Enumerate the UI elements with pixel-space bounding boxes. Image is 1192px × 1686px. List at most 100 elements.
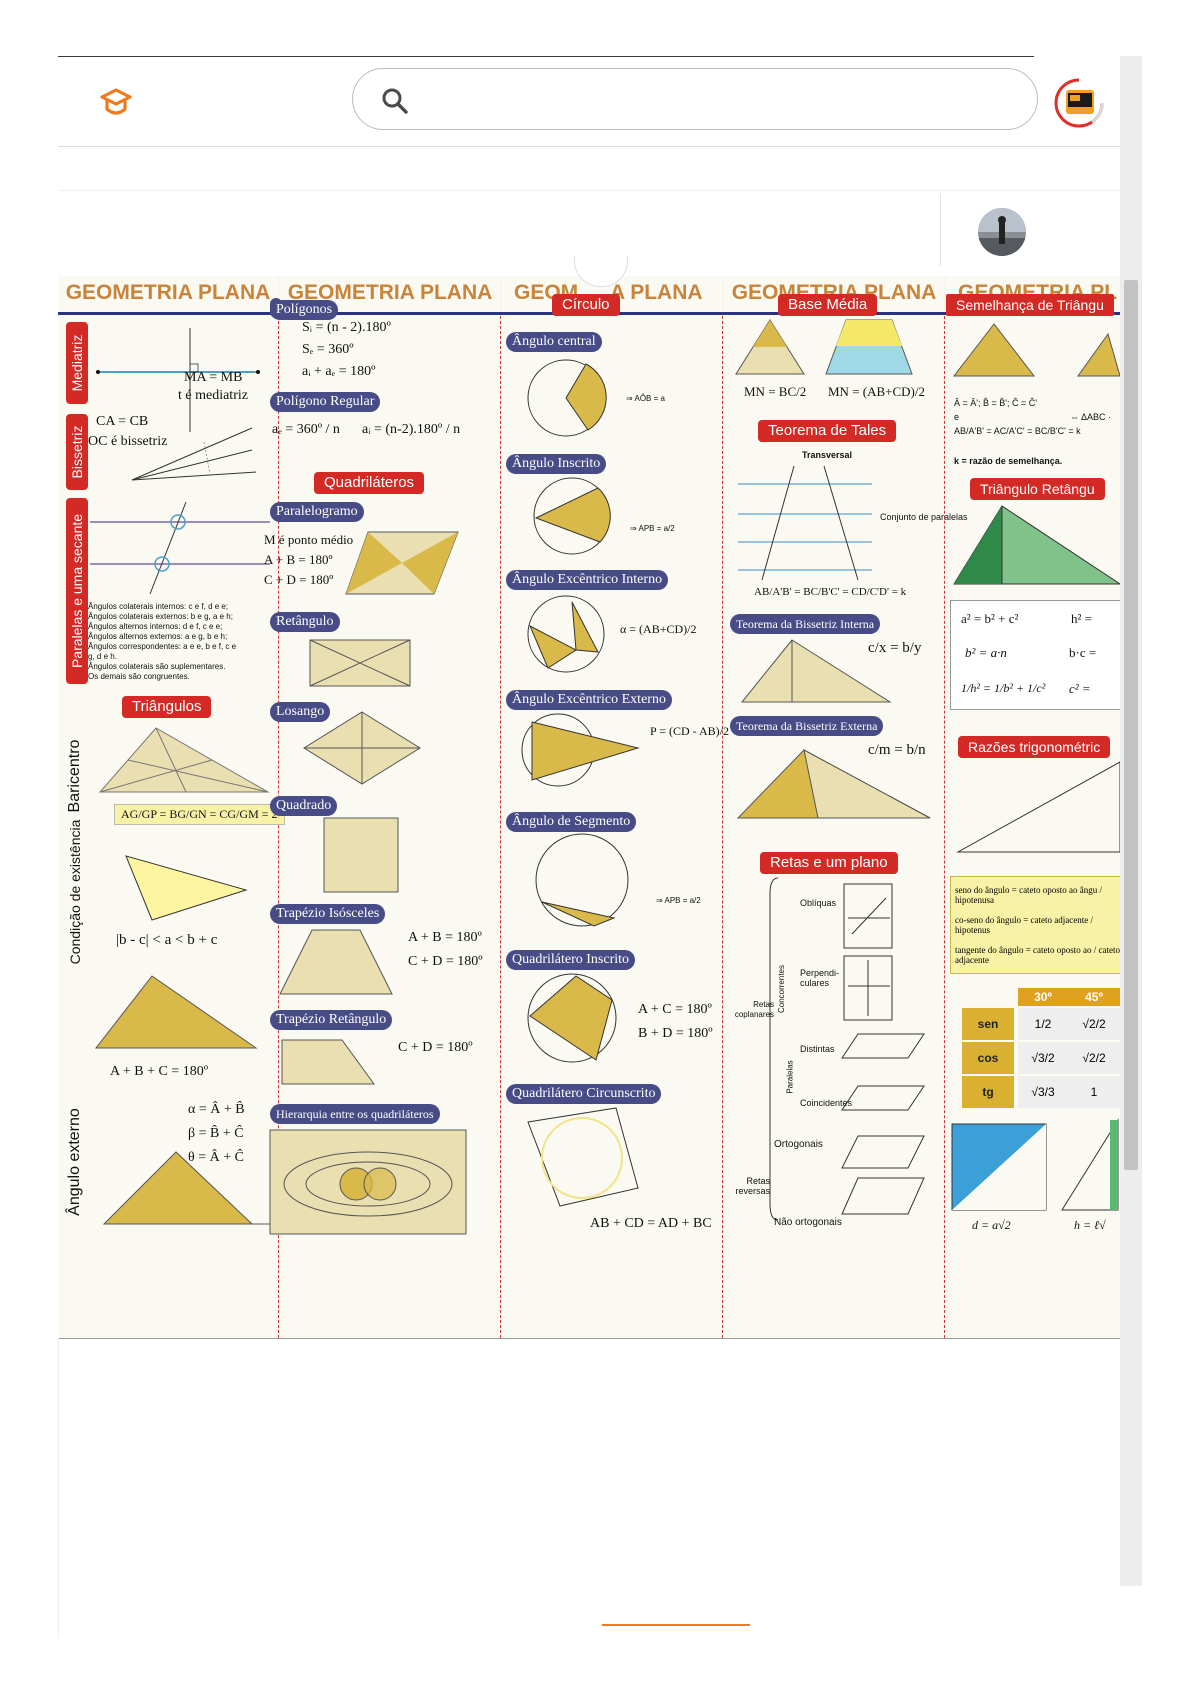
central-formula: ⇒ AÔB = a <box>626 394 665 403</box>
section-semelhanca: Semelhança de Triângu <box>946 294 1114 316</box>
section-razoes: Razões trigonométric <box>958 736 1111 758</box>
search-bar[interactable] <box>352 68 1038 130</box>
retas-label: Ortogonais <box>774 1139 823 1150</box>
trap-iso-formula: A + B = 180º <box>408 930 482 945</box>
appbar-divider <box>58 146 1142 147</box>
pill-retangulo: Retângulo <box>270 612 340 632</box>
column-3: GEOM A PLANA <box>502 276 722 1338</box>
cosseno-formula: co-seno do ângulo = cateto adjacente / h… <box>955 915 1094 935</box>
column-title: GEOMETRIA PLANA <box>287 281 493 304</box>
reg-formula: aₑ = 360º / n <box>272 422 340 437</box>
scrollbar-thumb[interactable] <box>1124 280 1138 1170</box>
angulo-segmento-diagram <box>535 833 629 927</box>
baricentro-diagram <box>98 727 270 793</box>
retas-label: Concorrentes <box>777 964 787 1014</box>
pill-losango: Losango <box>270 702 331 722</box>
bissetriz-externa-diagram <box>736 749 931 819</box>
soma-angulos-triangle <box>94 975 258 1049</box>
bis-ext-formula: c/m = b/n <box>868 742 926 758</box>
label-baricentro: Baricentro <box>66 739 83 813</box>
trapezio-retangulo-diagram <box>281 1039 375 1085</box>
profile-avatar[interactable] <box>1052 76 1106 130</box>
trig-table: 30º 45º sen 1/2 √2/2 cos √3/2 √2/2 tg √3… <box>962 988 1120 1108</box>
exc-ext-formula: P = (CD - AB)/2 <box>650 724 729 738</box>
bissetriz-interna-diagram <box>740 639 892 703</box>
trap-iso-formula: C + D = 180º <box>408 954 483 969</box>
retas-label: Coincidentes <box>800 1098 853 1108</box>
author-avatar[interactable] <box>978 208 1026 256</box>
pill-angulo-central: Ângulo central <box>506 332 602 352</box>
poly-formula: Sₑ = 360º <box>302 342 354 357</box>
table-row-label: sen <box>962 1008 1014 1040</box>
column-separator <box>500 316 501 1338</box>
conjunto-label: Conjunto de paralelas <box>880 512 968 522</box>
ma-mb-formula: MA = MB <box>184 370 243 385</box>
diag-formula: d = a√2 <box>972 1218 1011 1232</box>
retas-label: Oblíquas <box>800 898 837 908</box>
pill-quad-circunscrito: Quadrilátero Circunscrito <box>506 1084 662 1104</box>
transversal-label: Transversal <box>802 450 853 460</box>
para-formula: C + D = 180º <box>264 572 334 587</box>
pill-angulo-segmento: Ângulo de Segmento <box>506 812 637 832</box>
document-header <box>58 190 1120 281</box>
pill-bissetriz-interna: Teorema da Bissetriz Interna <box>730 614 881 634</box>
search-icon[interactable] <box>381 87 409 115</box>
search-input[interactable] <box>423 79 1007 121</box>
angulo-externo-triangle <box>102 1151 272 1225</box>
retas-label: Retas coplanares <box>734 1000 774 1019</box>
exc-int-formula: α = (AB+CD)/2 <box>620 622 697 636</box>
quad-insc-formula: A + C = 180º <box>638 1002 712 1017</box>
table-row-label: tg <box>962 1076 1014 1108</box>
pill-excentrico-interno: Ângulo Excêntrico Interno <box>506 570 669 590</box>
semelhanca-diagram <box>952 323 1120 377</box>
pill-quadrado: Quadrado <box>270 796 338 816</box>
pill-poligono-regular: Polígono Regular <box>270 392 381 412</box>
table-cell: 1/2 <box>1018 1008 1068 1040</box>
rel-formula: a² = b² + c² <box>961 611 1019 626</box>
section-triangulo-retangulo: Triângulo Retângu <box>970 478 1105 500</box>
angulo-central-diagram <box>527 359 607 437</box>
losango-diagram <box>303 711 421 785</box>
tangente-formula: tangente do ângulo = cateto oposto ao / … <box>955 945 1120 965</box>
quadrado-diagonal-diagram <box>951 1123 1047 1211</box>
angulos-line: Ângulos correspondentes: a e e, b e f, c… <box>88 642 237 651</box>
header-divider <box>940 194 941 266</box>
razoes-triangle <box>956 761 1120 853</box>
condicao-triangle <box>125 855 248 921</box>
quad-circunscrito-diagram <box>527 1107 639 1207</box>
column-separator <box>944 316 945 1338</box>
para-formula: A + B = 180º <box>264 552 333 567</box>
rel-formula: c² = <box>1069 681 1091 696</box>
bm-formula: MN = (AB+CD)/2 <box>828 384 925 399</box>
quad-inscrito-diagram <box>527 973 617 1063</box>
table-header: 30º <box>1018 988 1068 1006</box>
pill-paralelogramo: Paralelogramo <box>270 502 364 522</box>
ext-formula: α = Â + B̂ <box>188 1102 245 1117</box>
angulos-line: Os demais são congruentes. <box>88 672 190 681</box>
table-header: 45º <box>1068 988 1120 1006</box>
reg-formula: aᵢ = (n-2).180º / n <box>362 422 461 437</box>
baricentro-formula: AG/GP = BG/GN = CG/GM = 2 <box>114 804 285 825</box>
pill-poligonos: Polígonos <box>270 300 339 320</box>
ext-formula: β = B̂ + Ĉ <box>188 1126 244 1141</box>
tales-formula: AB/A'B' = BC/B'C' = CD/C'D' = k <box>754 586 907 598</box>
angulos-line: Ângulos colaterais internos: c e f, d e … <box>88 602 229 611</box>
excentrico-externo-diagram <box>521 713 640 787</box>
quadrado-diagram <box>323 817 399 893</box>
sem-line: Â = Â'; B̂ = B̂'; Ĉ = Ĉ' <box>954 398 1037 408</box>
quad-insc-formula: B + D = 180º <box>638 1026 713 1041</box>
section-triangulos: Triângulos <box>122 696 212 718</box>
tales-diagram <box>738 465 872 581</box>
retas-plano-diagram <box>769 877 925 1221</box>
alt-formula: h = ℓ√ <box>1074 1218 1106 1232</box>
section-base-media: Base Média <box>778 294 878 316</box>
graduation-cap-icon[interactable] <box>96 84 136 124</box>
left-guide <box>58 1338 59 1638</box>
pill-bissetriz-externa: Teorema da Bissetriz Externa <box>730 716 884 736</box>
sem-line: AB/A'B' = AC/A'C' = BC/B'C' = k <box>954 426 1081 436</box>
triangulo-retangulo-diagram <box>953 505 1120 585</box>
retangulo-diagram <box>309 639 411 687</box>
rel-formula: b² = a·n <box>965 645 1007 660</box>
ca-cb-formula: CA = CB <box>96 414 149 429</box>
rel-formula: b·c = <box>1069 645 1097 660</box>
